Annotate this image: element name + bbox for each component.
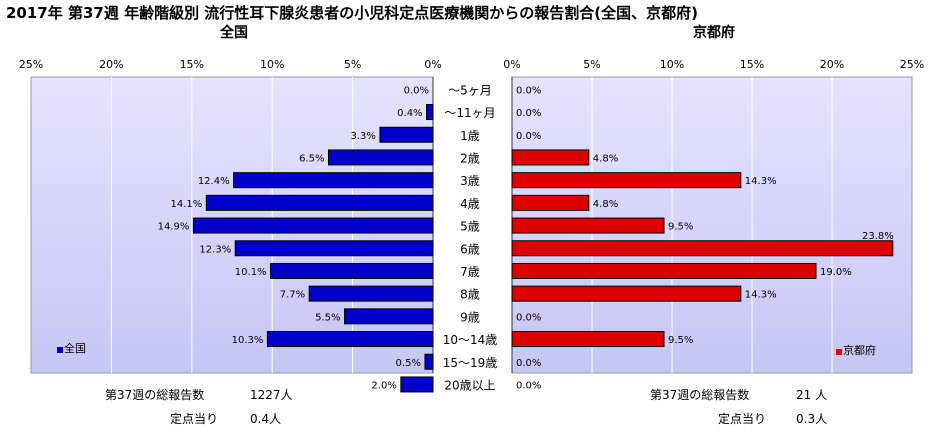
- national-data-label: 5.5%: [315, 312, 340, 323]
- national-per-label: 定点当り: [170, 412, 219, 426]
- right-axis-tick-label: 5%: [583, 58, 600, 71]
- national-bar: [205, 194, 434, 211]
- national-data-label: 3.3%: [351, 131, 376, 142]
- national-bar: [270, 262, 434, 279]
- kyoto-total-label: 第37週の総報告数: [650, 388, 750, 402]
- left-axis-tick-label: 20%: [99, 58, 123, 71]
- national-data-label: 10.3%: [232, 335, 264, 346]
- right-axis-tick-label: 10%: [660, 58, 684, 71]
- national-data-label: 12.4%: [198, 176, 230, 187]
- kyoto-bar: [511, 240, 894, 257]
- category-label: 9歳: [460, 310, 480, 324]
- chart-title: 2017年 第37週 年齢階級別 流行性耳下腺炎患者の小児科定点医療機関からの報…: [6, 4, 699, 22]
- category-label: 5歳: [460, 220, 480, 234]
- category-label: 10～14歳: [443, 333, 498, 347]
- category-label: 1歳: [460, 129, 480, 143]
- kyoto-bar: [511, 285, 742, 302]
- kyoto-data-label: 0.0%: [516, 312, 541, 323]
- legend-swatch-kyoto: [836, 349, 842, 355]
- kyoto-data-label: 0.0%: [516, 358, 541, 369]
- kyoto-data-label: 0.0%: [516, 131, 541, 142]
- kyoto-data-label: 4.8%: [593, 199, 618, 210]
- national-data-label: 14.9%: [158, 222, 190, 233]
- national-data-label: 7.7%: [280, 290, 305, 301]
- category-label: 8歳: [460, 288, 480, 302]
- national-bar: [400, 376, 434, 393]
- national-bar: [424, 353, 434, 370]
- national-data-label: 2.0%: [371, 380, 396, 391]
- kyoto-data-label: 9.5%: [668, 335, 693, 346]
- kyoto-data-label: 9.5%: [668, 222, 693, 233]
- right-axis-tick-label: 25%: [900, 58, 924, 71]
- category-label: 4歳: [460, 197, 480, 211]
- national-bar: [327, 149, 434, 166]
- left-axis-tick-label: 5%: [344, 58, 361, 71]
- right-axis-tick-label: 20%: [820, 58, 844, 71]
- kyoto-bar: [511, 149, 590, 166]
- kyoto-data-label: 0.0%: [516, 380, 541, 391]
- category-label: ～11ヶ月: [444, 106, 495, 120]
- category-label: 20歳以上: [444, 378, 495, 392]
- kyoto-bar: [511, 194, 590, 211]
- national-bar: [233, 172, 434, 189]
- national-bar: [426, 104, 434, 121]
- national-per-value: 0.4人: [250, 412, 282, 426]
- national-data-label: 10.1%: [235, 267, 267, 278]
- kyoto-data-label: 4.8%: [593, 153, 618, 164]
- right-axis-tick-label: 0%: [503, 58, 520, 71]
- national-data-label: 14.1%: [170, 199, 202, 210]
- right-panel-title: 京都府: [693, 25, 735, 41]
- national-data-label: 6.5%: [299, 153, 324, 164]
- national-data-label: 0.4%: [397, 108, 422, 119]
- national-bar: [234, 240, 434, 257]
- left-axis-tick-label: 10%: [260, 58, 284, 71]
- kyoto-data-label: 14.3%: [745, 290, 777, 301]
- left-axis-tick-label: 25%: [19, 58, 43, 71]
- national-total-value: 1227人: [250, 388, 293, 402]
- kyoto-bar: [511, 331, 665, 348]
- legend-swatch-national: [57, 347, 63, 353]
- category-label: 6歳: [460, 242, 480, 256]
- national-data-label: 0.0%: [404, 85, 429, 96]
- left-axis-tick-label: 15%: [180, 58, 204, 71]
- national-bar: [192, 217, 434, 234]
- left-axis-tick-label: 0%: [424, 58, 441, 71]
- kyoto-data-label: 23.8%: [862, 231, 894, 242]
- kyoto-data-label: 14.3%: [745, 176, 777, 187]
- national-data-label: 12.3%: [199, 244, 231, 255]
- right-axis-tick-label: 15%: [740, 58, 764, 71]
- legend-label-kyoto: 京都府: [843, 344, 876, 357]
- kyoto-data-label: 0.0%: [516, 108, 541, 119]
- kyoto-data-label: 0.0%: [516, 85, 541, 96]
- national-bar: [308, 285, 434, 302]
- kyoto-per-value: 0.3人: [796, 412, 828, 426]
- kyoto-data-label: 19.0%: [820, 267, 852, 278]
- national-data-label: 0.5%: [396, 358, 421, 369]
- kyoto-total-value: 21 人: [796, 388, 828, 402]
- national-bar: [266, 331, 434, 348]
- left-panel-title: 全国: [220, 25, 248, 41]
- kyoto-bar: [511, 217, 665, 234]
- national-total-label: 第37週の総報告数: [105, 388, 205, 402]
- category-label: 2歳: [460, 151, 480, 165]
- national-bar: [344, 308, 434, 325]
- kyoto-per-label: 定点当り: [718, 412, 767, 426]
- kyoto-bar: [511, 172, 742, 189]
- category-label: 15～19歳: [443, 356, 498, 370]
- category-label: 7歳: [460, 265, 480, 279]
- category-label: 3歳: [460, 174, 480, 188]
- kyoto-bar: [511, 262, 817, 279]
- legend-label-national: 全国: [64, 342, 86, 355]
- national-bar: [379, 126, 434, 143]
- category-label: ～5ヶ月: [448, 83, 492, 97]
